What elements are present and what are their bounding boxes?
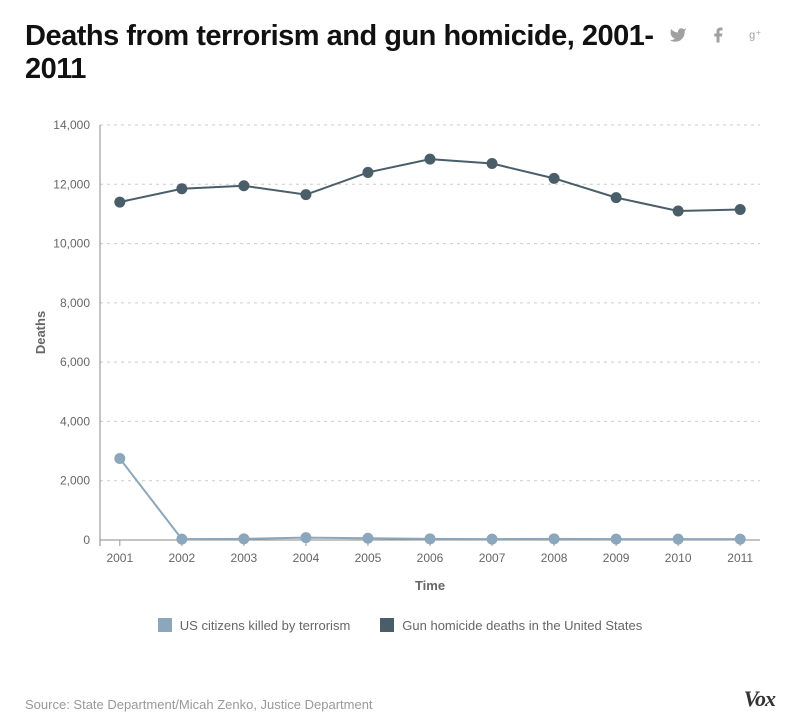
- footer: Source: State Department/Micah Zenko, Ju…: [25, 686, 775, 712]
- facebook-icon[interactable]: [709, 26, 727, 44]
- svg-text:2010: 2010: [665, 551, 692, 565]
- legend-label: Gun homicide deaths in the United States: [402, 618, 642, 633]
- svg-text:g⁺: g⁺: [749, 29, 761, 41]
- svg-text:2009: 2009: [603, 551, 630, 565]
- svg-text:2001: 2001: [106, 551, 133, 565]
- svg-text:2008: 2008: [541, 551, 568, 565]
- svg-text:6,000: 6,000: [60, 355, 90, 369]
- legend-item: US citizens killed by terrorism: [158, 618, 351, 633]
- svg-text:Deaths: Deaths: [33, 311, 48, 354]
- legend-label: US citizens killed by terrorism: [180, 618, 351, 633]
- legend: US citizens killed by terrorism Gun homic…: [25, 618, 775, 633]
- svg-text:12,000: 12,000: [53, 177, 90, 191]
- svg-text:4,000: 4,000: [60, 414, 90, 428]
- source-text: Source: State Department/Micah Zenko, Ju…: [25, 697, 373, 712]
- googleplus-icon[interactable]: g⁺: [749, 26, 767, 44]
- share-icons: g⁺: [669, 20, 775, 44]
- legend-swatch: [158, 618, 172, 632]
- chart-title: Deaths from terrorism and gun homicide, …: [25, 20, 669, 87]
- svg-text:2004: 2004: [293, 551, 320, 565]
- line-chart-svg: 0 2,000 4,000 6,000 8,000 10,000 12,000 14,000 2…: [25, 115, 775, 605]
- header: Deaths from terrorism and gun homicide, …: [25, 20, 775, 87]
- svg-text:2,000: 2,000: [60, 473, 90, 487]
- svg-text:2006: 2006: [417, 551, 444, 565]
- legend-item: Gun homicide deaths in the United States: [380, 618, 642, 633]
- svg-text:10,000: 10,000: [53, 236, 90, 250]
- legend-swatch: [380, 618, 394, 632]
- chart-container: Deaths from terrorism and gun homicide, …: [0, 0, 800, 727]
- twitter-icon[interactable]: [669, 26, 687, 44]
- svg-text:2002: 2002: [168, 551, 195, 565]
- svg-text:2003: 2003: [231, 551, 258, 565]
- svg-text:14,000: 14,000: [53, 118, 90, 132]
- chart-area: 0 2,000 4,000 6,000 8,000 10,000 12,000 14,000 2…: [25, 115, 775, 610]
- svg-text:0: 0: [83, 533, 90, 547]
- svg-text:2011: 2011: [727, 551, 753, 565]
- svg-text:8,000: 8,000: [60, 296, 90, 310]
- svg-text:2007: 2007: [479, 551, 506, 565]
- svg-text:2005: 2005: [355, 551, 382, 565]
- vox-logo: Vox: [744, 686, 775, 712]
- svg-text:Time: Time: [415, 578, 445, 593]
